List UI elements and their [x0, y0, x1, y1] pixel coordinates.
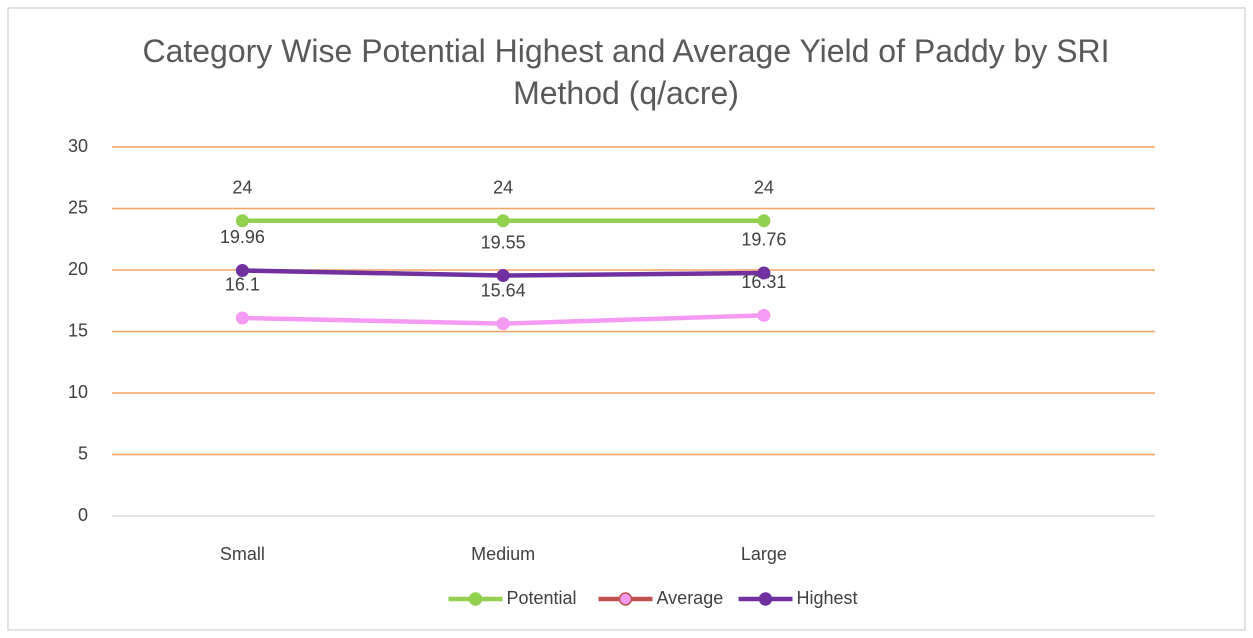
- series-marker: [235, 214, 249, 228]
- y-tick-label: 15: [68, 320, 88, 340]
- series-marker: [757, 266, 771, 280]
- data-label: 19.96: [220, 227, 265, 247]
- legend-label: Average: [657, 588, 724, 608]
- series-marker: [757, 214, 771, 228]
- y-tick-label: 20: [68, 259, 88, 279]
- chart-border: [7, 7, 1246, 631]
- legend-marker: [758, 592, 773, 606]
- data-label: 24: [754, 178, 774, 198]
- x-tick-label: Medium: [471, 544, 535, 564]
- series-marker: [496, 214, 510, 228]
- data-label: 15.64: [481, 280, 526, 300]
- data-label: 24: [232, 178, 252, 198]
- x-tick-label: Large: [741, 544, 787, 564]
- series-marker: [496, 317, 510, 331]
- series-marker: [496, 269, 510, 283]
- data-label: 16.31: [741, 272, 786, 292]
- series-marker: [757, 308, 771, 322]
- y-tick-label: 10: [68, 382, 88, 402]
- legend-marker: [618, 592, 633, 606]
- series-marker: [235, 311, 249, 325]
- x-tick-label: Small: [220, 544, 265, 564]
- data-label: 19.76: [741, 230, 786, 250]
- y-tick-label: 0: [78, 505, 88, 525]
- y-tick-label: 25: [68, 197, 88, 217]
- chart-title: Category Wise Potential Highest and Aver…: [142, 33, 1110, 111]
- data-label: 19.55: [481, 232, 526, 252]
- data-label: 24: [493, 178, 513, 198]
- legend-label: Potential: [507, 588, 577, 608]
- y-tick-label: 5: [78, 443, 88, 463]
- series-marker: [235, 263, 249, 277]
- y-tick-label: 30: [68, 136, 88, 156]
- data-label: 16.1: [225, 275, 260, 295]
- legend-label: Highest: [797, 588, 858, 608]
- legend-marker: [468, 592, 483, 606]
